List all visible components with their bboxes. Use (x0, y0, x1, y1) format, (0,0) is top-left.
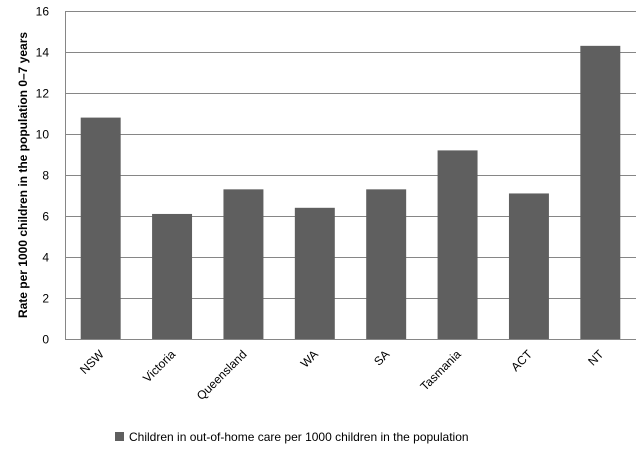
x-tick-label: NT (585, 347, 607, 369)
bar-wa (294, 207, 335, 339)
bars (65, 45, 636, 340)
x-tick-label: Queensland (194, 347, 250, 403)
bar-queensland (223, 189, 264, 339)
x-tick-label: SA (371, 347, 392, 368)
y-tick-label: 2 (42, 292, 49, 306)
y-tick-label: 0 (42, 333, 49, 347)
y-tick-labels: 0 2 4 6 8 10 12 14 16 (36, 5, 50, 347)
y-tick-label: 16 (36, 5, 50, 19)
bar-victoria (152, 213, 193, 339)
bar-nt (580, 45, 621, 339)
y-tick-label: 10 (36, 128, 50, 142)
legend: Children in out-of-home care per 1000 ch… (115, 430, 469, 444)
y-tick-label: 14 (36, 46, 50, 60)
bar-tasmania (437, 150, 478, 339)
x-tick-label: WA (298, 347, 321, 370)
x-tick-label: ACT (508, 347, 535, 374)
x-tick-label: NSW (77, 347, 107, 377)
bar-sa (366, 189, 407, 339)
bar-act (508, 193, 549, 339)
legend-label: Children in out-of-home care per 1000 ch… (129, 430, 469, 444)
x-tick-labels: NSW Victoria Queensland WA SA Tasmania ACT NT (77, 347, 607, 403)
bar-nsw (80, 117, 121, 339)
y-tick-label: 8 (42, 169, 49, 183)
y-tick-label: 6 (42, 210, 49, 224)
x-tick-label: Victoria (140, 347, 178, 385)
y-tick-label: 4 (42, 251, 49, 265)
y-axis-label: Rate per 1000 children in the population… (16, 32, 30, 318)
legend-swatch (115, 432, 124, 441)
x-tick-label: Tasmania (417, 347, 463, 393)
y-tick-label: 12 (36, 87, 50, 101)
gridlines (65, 11, 636, 340)
